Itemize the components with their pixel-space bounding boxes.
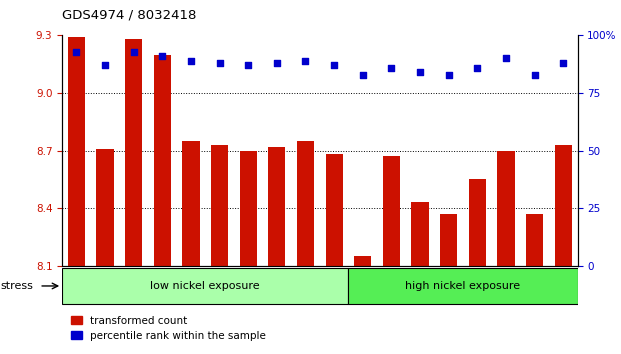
Point <box>415 69 425 75</box>
Point <box>100 63 110 68</box>
Bar <box>440 214 457 266</box>
Bar <box>240 150 257 266</box>
Bar <box>268 147 286 266</box>
Bar <box>555 145 572 266</box>
Point <box>386 65 396 70</box>
Point <box>558 60 568 66</box>
Legend: transformed count, percentile rank within the sample: transformed count, percentile rank withi… <box>67 312 270 345</box>
Point <box>530 72 540 78</box>
Text: stress: stress <box>1 281 34 291</box>
Bar <box>469 179 486 266</box>
Point <box>71 49 81 55</box>
Bar <box>325 154 343 266</box>
Bar <box>526 214 543 266</box>
Text: high nickel exposure: high nickel exposure <box>406 281 520 291</box>
FancyBboxPatch shape <box>62 268 348 304</box>
Point <box>301 58 310 64</box>
Point <box>329 63 339 68</box>
Point <box>243 63 253 68</box>
Bar <box>412 202 428 266</box>
Point <box>473 65 483 70</box>
Bar <box>497 150 515 266</box>
FancyBboxPatch shape <box>348 268 578 304</box>
Point <box>215 60 225 66</box>
Point <box>186 58 196 64</box>
Point <box>129 49 138 55</box>
Bar <box>297 141 314 266</box>
Point <box>501 56 511 61</box>
Point <box>443 72 453 78</box>
Text: low nickel exposure: low nickel exposure <box>150 281 260 291</box>
Bar <box>354 256 371 266</box>
Bar <box>211 145 228 266</box>
Text: GDS4974 / 8032418: GDS4974 / 8032418 <box>62 8 196 21</box>
Bar <box>183 141 199 266</box>
Point <box>272 60 282 66</box>
Bar <box>154 55 171 266</box>
Bar <box>125 39 142 266</box>
Bar <box>68 37 85 266</box>
Point <box>358 72 368 78</box>
Point <box>157 53 167 59</box>
Bar <box>96 149 114 266</box>
Bar <box>383 156 400 266</box>
